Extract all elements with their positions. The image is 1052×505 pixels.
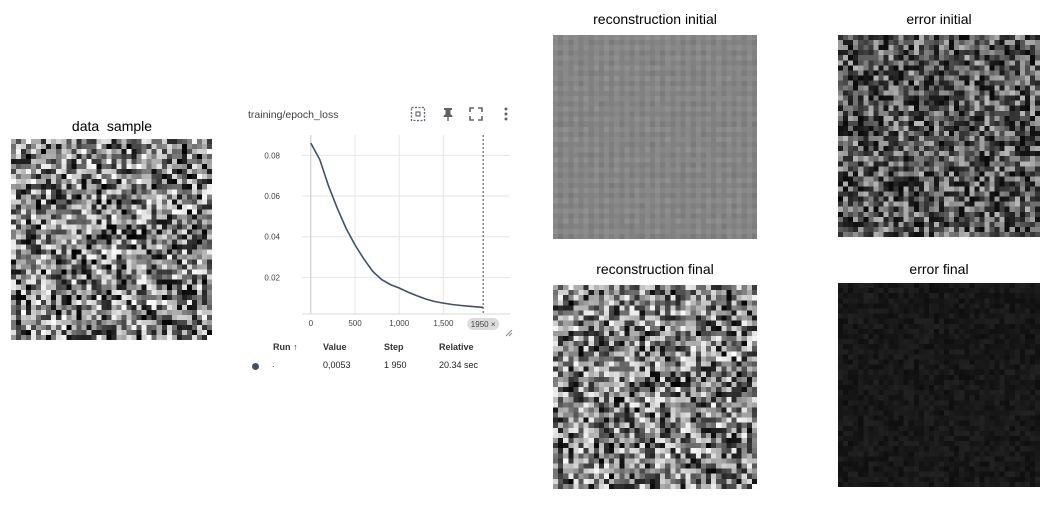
loss-line-chart: 0.02 0.04 0.06 0.08 0 500 1,000 1,500 1950 ×: [264, 135, 513, 337]
more-vert-icon[interactable]: [498, 106, 514, 122]
reconstruction-initial-image: [553, 35, 757, 239]
loss-series-line: [310, 142, 484, 309]
step-badge-bg: [467, 318, 500, 330]
reconstruction-final-title: reconstruction final: [596, 261, 714, 277]
tensorboard-scalar-card: training/epoch_loss 0.02 0.04 0.06 0.08 0 500…: [244, 100, 516, 380]
table-cell-relative: 20.34 sec: [439, 360, 479, 370]
error-initial-title: error initial: [906, 11, 972, 27]
error-final-image: [838, 283, 1040, 487]
table-header-step[interactable]: Step: [384, 342, 404, 352]
data-sample-title: data sample: [71, 118, 153, 134]
fullscreen-icon[interactable]: [468, 106, 484, 122]
table-cell-value: 0,0053: [323, 360, 351, 370]
error-final-title: error final: [909, 261, 969, 277]
table-header-value[interactable]: Value: [323, 342, 347, 352]
y-tick-label: 0.08: [264, 151, 280, 160]
x-tick-label: 1,000: [389, 319, 410, 328]
resize-handle-icon: [505, 329, 513, 337]
y-tick-label: 0.04: [264, 233, 280, 242]
y-tick-label: 0.02: [264, 273, 280, 282]
reconstruction-final-image: [553, 285, 757, 489]
chart-title: training/epoch_loss: [248, 109, 339, 121]
pin-icon[interactable]: [440, 106, 456, 122]
fit-domain-icon[interactable]: [410, 106, 426, 122]
x-tick-label: 1,500: [433, 319, 454, 328]
x-tick-label: 0: [309, 319, 314, 328]
data-sample-image: [11, 139, 212, 340]
y-tick-label: 0.06: [264, 192, 280, 201]
error-initial-image: [838, 35, 1040, 237]
x-tick-label: 500: [348, 319, 362, 328]
run-color-dot: [252, 363, 259, 370]
table-header-relative[interactable]: Relative: [439, 342, 474, 352]
table-cell-step: 1 950: [384, 360, 407, 370]
table-header-run[interactable]: Run ↑: [273, 342, 298, 352]
step-badge[interactable]: 1950 ×: [471, 320, 496, 329]
table-cell-run: .: [272, 359, 275, 369]
reconstruction-initial-title: reconstruction initial: [593, 11, 717, 27]
